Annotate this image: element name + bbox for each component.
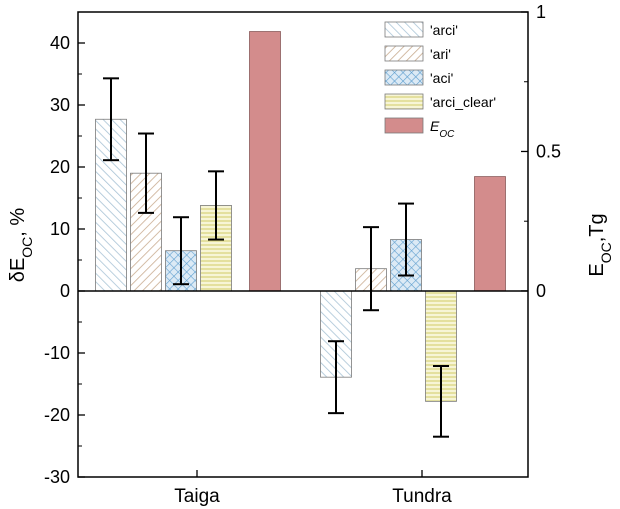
legend-label-4: EOC <box>430 118 455 140</box>
bar-taiga-eoc <box>249 31 281 292</box>
legend-label-1: 'ari' <box>430 46 451 62</box>
y-axis-label: δEOC, % <box>7 208 35 283</box>
legend-label-0: 'arci' <box>430 22 458 38</box>
y-tick-label: 10 <box>50 219 70 239</box>
y-tick-label: -30 <box>44 467 70 487</box>
legend-label-2: 'aci' <box>430 70 453 86</box>
y-axis-label-sub: OC <box>19 237 35 258</box>
y2-tick-label: 1 <box>536 2 546 22</box>
y2-tick-label: 0.5 <box>536 141 561 161</box>
y-tick-label: 0 <box>60 281 70 301</box>
x-tick-label-taiga: Taiga <box>174 486 220 507</box>
y-tick-label: 40 <box>50 33 70 53</box>
legend: 'arci' 'ari' 'aci' 'arci_clear' EOC <box>384 21 496 140</box>
legend-swatch-2 <box>384 69 424 86</box>
y-tick-label: 20 <box>50 157 70 177</box>
y2-axis-label-prefix: E <box>586 263 608 276</box>
x-tick-label-tundra: Tundra <box>392 486 452 507</box>
bar-tundra-eoc <box>474 176 506 292</box>
y-axis-label-prefix: δE <box>7 258 29 282</box>
legend-swatch-0 <box>384 21 424 38</box>
legend-swatch-3 <box>384 93 424 110</box>
y-tick-label: 30 <box>50 95 70 115</box>
y2-tick-label: 0 <box>536 281 546 301</box>
legend-swatch-1 <box>384 45 424 62</box>
y-tick-label: -20 <box>44 405 70 425</box>
y-tick-label: -10 <box>44 343 70 363</box>
legend-swatch-4 <box>384 117 424 134</box>
y2-axis-label: EOC,Tg <box>586 213 614 276</box>
y2-axis-label-suffix: ,Tg <box>586 213 608 242</box>
legend-label-3: 'arci_clear' <box>430 94 496 110</box>
y-axis-label-suffix: , % <box>7 208 29 237</box>
plot-frame <box>77 11 529 478</box>
y2-axis-label-sub: OC <box>598 242 614 263</box>
bar-taiga-arci-clear <box>200 205 232 292</box>
